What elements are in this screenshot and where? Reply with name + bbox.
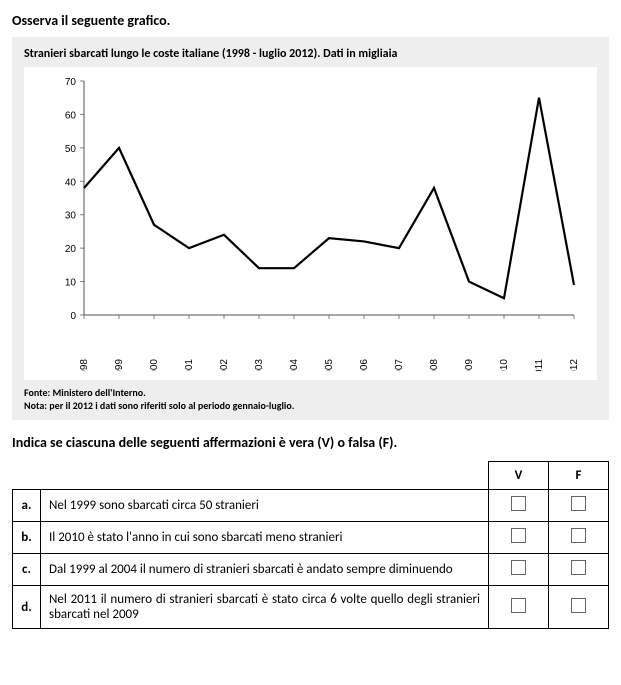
- checkbox-f[interactable]: [571, 496, 586, 511]
- row-statement: Nel 2011 il numero di stranieri sbarcati…: [41, 586, 489, 629]
- svg-text:2002: 2002: [219, 359, 230, 371]
- svg-text:2005: 2005: [324, 359, 335, 371]
- svg-text:30: 30: [65, 211, 77, 222]
- svg-text:2008: 2008: [429, 359, 440, 371]
- svg-text:1998: 1998: [79, 359, 90, 371]
- column-v-header: V: [489, 462, 549, 490]
- svg-text:2010: 2010: [499, 359, 510, 371]
- column-f-header: F: [549, 462, 609, 490]
- svg-text:40: 40: [65, 177, 77, 188]
- svg-text:2012: 2012: [569, 359, 580, 371]
- svg-text:2006: 2006: [359, 359, 370, 371]
- page-heading: Osserva il seguente grafico.: [12, 12, 609, 29]
- row-statement: Dal 1999 al 2004 il numero di stranieri …: [41, 554, 489, 586]
- checkbox-v[interactable]: [511, 560, 526, 575]
- svg-text:70: 70: [65, 77, 77, 88]
- checkbox-v[interactable]: [511, 496, 526, 511]
- line-chart: 0 10 20 30 40 50 60 70 1998 1999 2000 2001 2002 2003 2…: [28, 71, 588, 371]
- instruction-text: Indica se ciascuna delle seguenti afferm…: [12, 434, 609, 451]
- svg-text:2001: 2001: [184, 359, 195, 371]
- checkbox-f[interactable]: [571, 528, 586, 543]
- row-statement: Il 2010 è stato l'anno in cui sono sbarc…: [41, 522, 489, 554]
- row-label: b.: [13, 522, 41, 554]
- checkbox-f[interactable]: [571, 560, 586, 575]
- svg-text:2003: 2003: [254, 359, 265, 371]
- svg-text:2009: 2009: [464, 359, 475, 371]
- chart-title: Stranieri sbarcati lungo le coste italia…: [24, 47, 597, 61]
- svg-text:2011: 2011: [534, 359, 545, 371]
- checkbox-f[interactable]: [571, 598, 586, 613]
- row-label: c.: [13, 554, 41, 586]
- chart-footnote: Fonte: Ministero dell'Interno. Nota: per…: [24, 386, 597, 412]
- svg-text:2000: 2000: [149, 359, 160, 371]
- checkbox-v[interactable]: [511, 528, 526, 543]
- questions-table: V F a. Nel 1999 sono sbarcati circa 50 s…: [12, 461, 609, 629]
- svg-text:20: 20: [65, 244, 77, 255]
- svg-text:60: 60: [65, 110, 77, 121]
- footnote-note: Nota: per il 2012 i dati sono riferiti s…: [24, 399, 294, 412]
- table-row: a. Nel 1999 sono sbarcati circa 50 stran…: [13, 490, 609, 522]
- table-row: d. Nel 2011 il numero di stranieri sbarc…: [13, 586, 609, 629]
- table-row: c. Dal 1999 al 2004 il numero di stranie…: [13, 554, 609, 586]
- row-label: d.: [13, 586, 41, 629]
- table-row: b. Il 2010 è stato l'anno in cui sono sb…: [13, 522, 609, 554]
- row-label: a.: [13, 490, 41, 522]
- svg-text:2007: 2007: [394, 359, 405, 371]
- svg-text:0: 0: [70, 311, 76, 322]
- svg-text:1999: 1999: [114, 359, 125, 371]
- svg-text:50: 50: [65, 144, 77, 155]
- row-statement: Nel 1999 sono sbarcati circa 50 stranier…: [41, 490, 489, 522]
- svg-text:10: 10: [65, 278, 77, 289]
- footnote-source: Fonte: Ministero dell'Interno.: [24, 386, 146, 399]
- svg-text:2004: 2004: [289, 359, 300, 371]
- checkbox-v[interactable]: [511, 598, 526, 613]
- chart-area: 0 10 20 30 40 50 60 70 1998 1999 2000 2001 2002 2003 2…: [24, 67, 597, 380]
- chart-panel: Stranieri sbarcati lungo le coste italia…: [12, 37, 609, 420]
